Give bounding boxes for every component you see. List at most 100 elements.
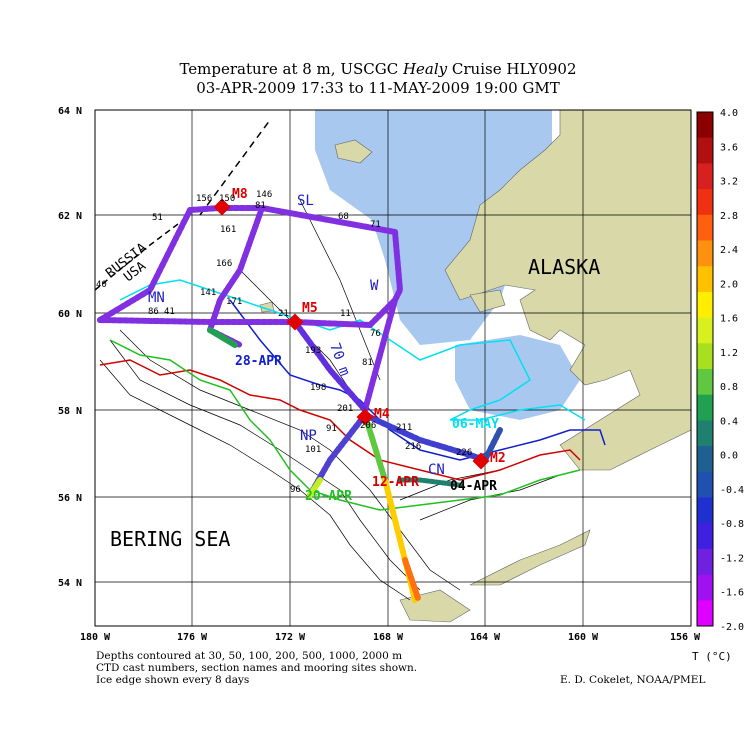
- lat-labels: 64 N 62 N 60 N 58 N 56 N 54 N: [58, 106, 82, 589]
- section-np: NP: [300, 428, 317, 444]
- ice-date-20apr: 20-APR: [305, 489, 352, 504]
- colorbar-tick-label: -2.0: [720, 622, 744, 633]
- colorbar-tick-label: 4.0: [720, 108, 738, 119]
- depth-contours: [99, 199, 571, 601]
- cast-198: 198: [310, 383, 326, 393]
- colorbar-tick-label: -1.6: [720, 588, 744, 599]
- colorbar-tick-label: 0.0: [720, 451, 738, 462]
- st-lawrence-island: [334, 139, 373, 164]
- ice-cover-south: [455, 335, 580, 420]
- moorings: M8 M5 M4 M2: [213, 187, 506, 470]
- colorbar-swatch: [697, 600, 713, 627]
- mooring-m4-marker: [356, 408, 374, 426]
- cast-76: 76: [370, 329, 381, 339]
- mooring-m2-label: M2: [490, 451, 506, 466]
- cast-150: 150: [219, 194, 235, 204]
- colorbar-tick-label: 3.6: [720, 142, 738, 153]
- colorbar-swatch: [697, 137, 713, 164]
- section-w: W: [370, 278, 379, 294]
- ice-edge-red: [99, 359, 581, 481]
- lon-160w: 160 W: [568, 632, 599, 643]
- colorbar-swatch: [697, 548, 713, 576]
- cast-81a: 81: [255, 201, 266, 211]
- mooring-m8-label: M8: [232, 187, 248, 202]
- lon-156w: 156 W: [670, 632, 701, 643]
- cast-51: 51: [152, 213, 163, 223]
- colorbar-swatch: [697, 523, 713, 550]
- date-line: [199, 119, 271, 216]
- colorbar-swatch: [697, 189, 713, 216]
- colorbar-tick-label: -1.2: [720, 553, 744, 564]
- cast-201: 201: [337, 404, 353, 414]
- cast-166: 166: [216, 259, 232, 269]
- cast-91: 91: [326, 424, 337, 434]
- cast-141: 141: [200, 288, 216, 298]
- cast-21: 21: [278, 309, 289, 319]
- colorbar-tick-label: 0.4: [720, 416, 738, 427]
- colorbar-swatch: [697, 112, 713, 139]
- cast-40: 40: [96, 280, 107, 290]
- alaska-label: ALASKA: [528, 255, 600, 279]
- colorbar-swatch: [697, 163, 713, 190]
- cast-193: 193: [305, 346, 321, 356]
- ice-date-28apr: 28-APR: [235, 354, 282, 369]
- mooring-m5-marker: [286, 313, 304, 331]
- bering-sea-label: BERING SEA: [110, 527, 230, 551]
- ice-date-04apr: 04-APR: [450, 479, 497, 494]
- cast-86: 86: [148, 307, 159, 317]
- lon-176w: 176 W: [177, 632, 208, 643]
- colorbar-tick-label: 2.8: [720, 211, 738, 222]
- lat-60n: 60 N: [58, 309, 82, 320]
- colorbar-swatch: [697, 343, 713, 370]
- ice-date-12apr: 12-APR: [372, 475, 419, 490]
- cast-11: 11: [340, 309, 351, 319]
- cast-81b: 81: [362, 358, 373, 368]
- lat-56n: 56 N: [58, 493, 82, 504]
- colorbar-frame: [696, 111, 714, 627]
- cast-161: 161: [220, 225, 236, 235]
- lon-172w: 172 W: [275, 632, 306, 643]
- ice-date-06may: 06-MAY: [452, 417, 499, 432]
- ice-edge-green: [109, 339, 581, 511]
- colorbar-swatch: [697, 394, 713, 421]
- footer-credit: E. D. Cokelet, NOAA/PMEL: [560, 674, 706, 686]
- map-frame: [94, 109, 692, 627]
- cast-226: 226: [456, 448, 472, 458]
- map-area: ALASKA BERING SEA RUSSIA USA SL MN W 70 …: [95, 110, 691, 626]
- lon-168w: 168 W: [373, 632, 404, 643]
- cast-71: 71: [370, 220, 381, 230]
- colorbar-tick-label: -0.8: [720, 519, 744, 530]
- ice-edge-blue: [229, 299, 606, 461]
- footer-line2: CTD cast numbers, section names and moor…: [96, 662, 418, 674]
- colorbar-swatch: [697, 420, 713, 447]
- colorbar-swatch: [697, 266, 713, 293]
- cast-41: 41: [164, 307, 175, 317]
- cast-146: 146: [256, 190, 272, 200]
- colorbar-tick-label: 2.0: [720, 279, 738, 290]
- lat-54n: 54 N: [58, 578, 82, 589]
- cast-156: 156: [196, 194, 212, 204]
- lon-180w: 180 W: [80, 632, 111, 643]
- lon-164w: 164 W: [470, 632, 501, 643]
- lat-64n: 64 N: [58, 106, 82, 117]
- colorbar-swatch: [697, 240, 713, 267]
- mooring-m2-marker: [472, 452, 490, 470]
- lat-62n: 62 N: [58, 211, 82, 222]
- lat-58n: 58 N: [58, 406, 82, 417]
- cast-171: 171: [226, 297, 242, 307]
- colorbar-tick-label: 0.8: [720, 382, 738, 393]
- colorbar-swatch: [697, 497, 713, 524]
- chart-title-line2: 03-APR-2009 17:33 to 11-MAY-2009 19:00 G…: [196, 79, 560, 97]
- cast-numbers: 156 150 146 51 161 81 68 71 166 40 141 8…: [96, 190, 472, 495]
- colorbar-swatch: [697, 471, 713, 498]
- mooring-m4-label: M4: [374, 407, 390, 422]
- colorbar-swatch: [697, 446, 713, 473]
- mooring-m8-marker: [213, 198, 231, 216]
- colorbar: 4.0 3.6 3.2 2.8 2.4 2.0 1.6 1.2 0.8 0.4 0.0 -0.4 -0.…: [696, 108, 744, 633]
- chart-title-line1: Temperature at 8 m, USCGC Healy Cruise H…: [179, 60, 577, 78]
- alaska-land: [444, 110, 691, 471]
- section-cn: CN: [428, 462, 445, 478]
- colorbar-tick-label: 1.2: [720, 348, 738, 359]
- colorbar-tick-label: 2.4: [720, 245, 738, 256]
